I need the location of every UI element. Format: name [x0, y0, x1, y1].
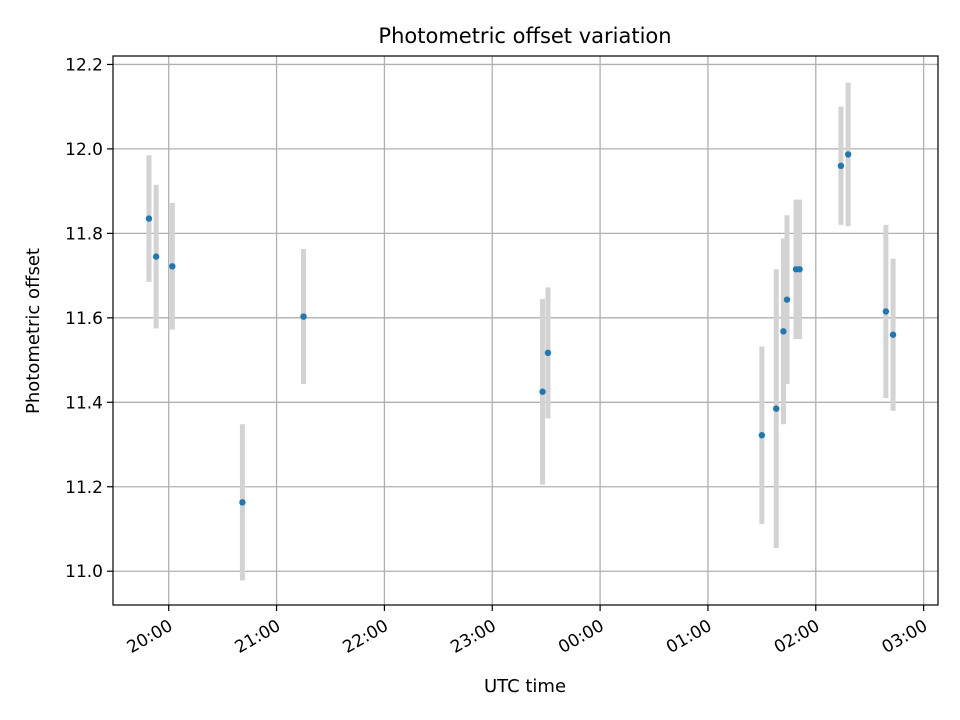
data-point: [882, 308, 890, 315]
data-point: [758, 432, 766, 439]
y-tick-label: 11.0: [65, 562, 103, 582]
data-point: [837, 162, 845, 169]
data-point: [544, 349, 552, 357]
y-tick-label: 11.4: [65, 393, 103, 413]
data-point: [145, 215, 153, 222]
data-point: [844, 151, 852, 158]
data-point: [152, 253, 160, 260]
y-tick-label: 12.2: [65, 55, 103, 75]
data-point: [239, 499, 246, 506]
y-tick-label: 11.6: [65, 309, 103, 329]
data-points: [145, 151, 897, 506]
data-point: [780, 328, 787, 335]
x-axis-title: UTC time: [484, 676, 566, 697]
plot-frame: [112, 55, 939, 606]
y-axis-title: Photometric offset: [23, 248, 44, 414]
data-point: [169, 263, 176, 270]
chart-title: Photometric offset variation: [378, 24, 671, 48]
data-point: [300, 313, 307, 320]
y-tick-label: 11.2: [65, 478, 103, 498]
data-point: [783, 296, 791, 303]
data-point: [773, 405, 780, 412]
data-point: [539, 388, 546, 395]
data-point: [889, 331, 897, 338]
data-point: [796, 266, 803, 273]
y-tick-label: 12.0: [65, 140, 103, 160]
y-tick-label: 11.8: [65, 224, 103, 244]
grid: [113, 56, 938, 605]
